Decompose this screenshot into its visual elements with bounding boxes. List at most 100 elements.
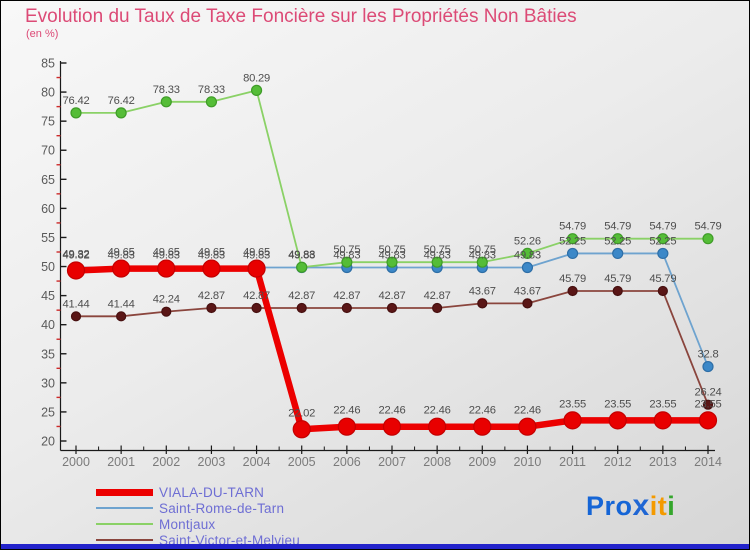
value-labels-Montjaux: 76.42 76.42 78.33 78.33 80.29 49.88 50.75 50.75… bbox=[63, 72, 722, 261]
logo-letter: r bbox=[604, 491, 616, 521]
svg-text:23.55: 23.55 bbox=[649, 398, 676, 410]
series-Saint-Victor-et-Melvieu bbox=[70, 285, 714, 410]
svg-text:49.65: 49.65 bbox=[243, 247, 270, 259]
svg-text:75: 75 bbox=[41, 115, 55, 129]
svg-text:49.88: 49.88 bbox=[288, 249, 315, 261]
logo-letter: i bbox=[649, 491, 658, 521]
svg-text:40: 40 bbox=[41, 318, 55, 332]
value-labels-Saint-Victor-et-Melvieu: 41.44 41.44 42.24 42.87 42.87 42.87 42.87 42.87… bbox=[63, 273, 722, 399]
svg-text:52.25: 52.25 bbox=[649, 235, 676, 247]
svg-text:49.83: 49.83 bbox=[153, 250, 180, 262]
svg-text:49.32: 49.32 bbox=[63, 248, 90, 260]
svg-text:78.33: 78.33 bbox=[153, 84, 180, 96]
chart-legend: VIALA-DU-TARN Saint-Rome-de-Tarn Montjaux S… bbox=[96, 484, 300, 548]
svg-text:49.83: 49.83 bbox=[288, 250, 315, 262]
svg-text:54.79: 54.79 bbox=[559, 221, 586, 233]
legend-line-sample bbox=[96, 507, 153, 509]
svg-text:25: 25 bbox=[41, 405, 55, 419]
svg-text:54.79: 54.79 bbox=[649, 221, 676, 233]
svg-text:54.79: 54.79 bbox=[604, 221, 631, 233]
svg-text:45.79: 45.79 bbox=[559, 273, 586, 285]
svg-text:2011: 2011 bbox=[559, 455, 586, 469]
svg-text:2012: 2012 bbox=[604, 455, 632, 469]
svg-text:49.83: 49.83 bbox=[108, 250, 135, 262]
svg-text:49.83: 49.83 bbox=[243, 250, 270, 262]
legend-item-Saint-Rome-de-Tarn: Saint-Rome-de-Tarn bbox=[96, 500, 300, 516]
svg-text:49.83: 49.83 bbox=[379, 250, 406, 262]
svg-text:35: 35 bbox=[41, 347, 55, 361]
svg-text:42.87: 42.87 bbox=[424, 290, 451, 302]
svg-text:45.79: 45.79 bbox=[604, 273, 631, 285]
svg-text:49.65: 49.65 bbox=[108, 247, 135, 259]
svg-text:49.83: 49.83 bbox=[469, 250, 496, 262]
svg-text:43.67: 43.67 bbox=[514, 285, 541, 297]
svg-text:42.87: 42.87 bbox=[243, 290, 270, 302]
svg-text:49.65: 49.65 bbox=[153, 247, 180, 259]
svg-text:80: 80 bbox=[41, 86, 55, 100]
svg-text:42.87: 42.87 bbox=[198, 290, 225, 302]
svg-text:2010: 2010 bbox=[514, 455, 542, 469]
svg-text:23.55: 23.55 bbox=[695, 398, 722, 410]
legend-label: Montjaux bbox=[159, 516, 216, 532]
svg-text:20: 20 bbox=[41, 435, 55, 449]
svg-text:49.65: 49.65 bbox=[198, 247, 225, 259]
series-VIALA-DU-TARN bbox=[66, 259, 718, 439]
proxiti-logo: Proxiti bbox=[586, 489, 675, 523]
value-labels-Saint-Rome-de-Tarn: 49.82 49.83 49.83 49.83 49.83 49.83 49.83 49.83… bbox=[63, 235, 719, 360]
svg-text:52.26: 52.26 bbox=[514, 235, 541, 247]
svg-text:76.42: 76.42 bbox=[63, 95, 90, 107]
y-axis-ticks: 20 25 30 35 40 45 50 55 60 65 70 75 80 85 bbox=[41, 57, 67, 449]
chart-subtitle: (en %) bbox=[26, 28, 59, 40]
svg-text:2009: 2009 bbox=[468, 455, 496, 469]
value-labels-VIALA-DU-TARN: 49.32 49.65 49.65 49.65 49.65 22.02 22.46 22.46… bbox=[63, 247, 722, 420]
svg-text:49.83: 49.83 bbox=[424, 250, 451, 262]
svg-text:52.25: 52.25 bbox=[559, 235, 586, 247]
svg-text:50: 50 bbox=[41, 260, 55, 274]
svg-text:42.24: 42.24 bbox=[153, 294, 180, 306]
legend-line-sample bbox=[96, 539, 153, 541]
svg-text:49.83: 49.83 bbox=[514, 250, 541, 262]
svg-text:22.46: 22.46 bbox=[424, 405, 451, 417]
chart-canvas: 20 25 30 35 40 45 50 55 60 65 70 75 80 85 2000 2001 2002… bbox=[41, 57, 722, 470]
svg-text:60: 60 bbox=[41, 202, 55, 216]
svg-text:2002: 2002 bbox=[152, 455, 180, 469]
svg-text:49.83: 49.83 bbox=[198, 250, 225, 262]
svg-text:22.02: 22.02 bbox=[288, 407, 315, 419]
logo-letter: x bbox=[632, 489, 650, 522]
svg-text:2003: 2003 bbox=[198, 455, 226, 469]
svg-text:22.46: 22.46 bbox=[469, 405, 496, 417]
svg-text:45: 45 bbox=[41, 289, 55, 303]
svg-text:43.67: 43.67 bbox=[469, 285, 496, 297]
svg-text:42.87: 42.87 bbox=[288, 290, 315, 302]
svg-text:2001: 2001 bbox=[107, 455, 135, 469]
legend-item-VIALA-DU-TARN: VIALA-DU-TARN bbox=[96, 484, 300, 500]
legend-label: VIALA-DU-TARN bbox=[159, 484, 265, 500]
svg-text:2000: 2000 bbox=[62, 455, 90, 469]
svg-text:32.8: 32.8 bbox=[698, 349, 719, 361]
svg-text:2014: 2014 bbox=[694, 455, 722, 469]
svg-text:42.87: 42.87 bbox=[333, 290, 360, 302]
logo-letter: t bbox=[657, 491, 668, 521]
svg-text:78.33: 78.33 bbox=[198, 84, 225, 96]
svg-text:22.46: 22.46 bbox=[379, 405, 406, 417]
logo-letter: o bbox=[615, 491, 633, 521]
legend-item-Montjaux: Montjaux bbox=[96, 516, 300, 532]
svg-text:2013: 2013 bbox=[649, 455, 677, 469]
svg-text:50.75: 50.75 bbox=[469, 244, 496, 256]
legend-line-sample bbox=[96, 523, 153, 525]
svg-text:50.75: 50.75 bbox=[333, 244, 360, 256]
svg-text:50.75: 50.75 bbox=[379, 244, 406, 256]
svg-text:49.82: 49.82 bbox=[63, 250, 90, 262]
svg-text:80.29: 80.29 bbox=[243, 72, 270, 84]
logo-letter: i bbox=[667, 491, 676, 521]
svg-text:41.44: 41.44 bbox=[108, 298, 135, 310]
axes bbox=[59, 61, 715, 452]
svg-text:22.46: 22.46 bbox=[514, 405, 541, 417]
svg-text:2005: 2005 bbox=[288, 455, 316, 469]
svg-text:50.75: 50.75 bbox=[424, 244, 451, 256]
svg-text:65: 65 bbox=[41, 173, 55, 187]
svg-text:26.24: 26.24 bbox=[695, 387, 722, 399]
x-axis-ticks: 2000 2001 2002 2003 2004 2005 2006 2007 2008 2009… bbox=[62, 445, 722, 469]
svg-text:2007: 2007 bbox=[378, 455, 406, 469]
legend-label: Saint-Rome-de-Tarn bbox=[159, 500, 285, 516]
